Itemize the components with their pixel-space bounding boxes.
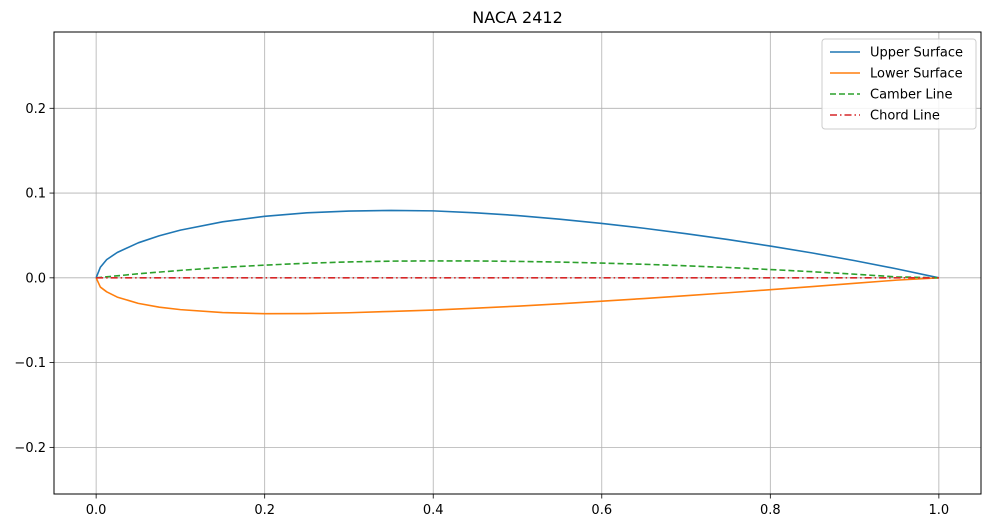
plot-frame	[53, 31, 982, 495]
y-tick-label: 0.0	[25, 271, 46, 286]
x-tick-label: 1.0	[929, 503, 950, 518]
x-axis: 0.0 0.2 0.4 0.6 0.8 1.0	[86, 494, 949, 518]
series-line-upper-surface	[95, 209, 940, 279]
x-tick-label: 0.4	[423, 503, 444, 518]
series-layer	[95, 209, 940, 315]
chart-title: NACA 2412	[472, 8, 563, 27]
y-tick-label: −0.2	[14, 441, 46, 456]
legend-entry: Camber Line	[870, 88, 953, 103]
x-tick-label: 0.2	[254, 503, 275, 518]
y-axis: −0.2 −0.1 0.0 0.1 0.2	[14, 102, 54, 456]
series-line-lower-surface	[95, 277, 939, 315]
legend-entry: Upper Surface	[870, 46, 963, 61]
legend-box	[821, 38, 977, 130]
legend: Upper Surface Lower Surface Camber Line Cho…	[821, 38, 977, 130]
legend-entry: Chord Line	[870, 109, 940, 124]
legend-entry: Lower Surface	[870, 67, 963, 82]
x-tick-label: 0.6	[591, 503, 612, 518]
x-tick-label: 0.8	[760, 503, 781, 518]
series-line-camber-line	[96, 260, 939, 279]
x-tick-label: 0.0	[86, 503, 107, 518]
y-tick-label: 0.2	[25, 102, 46, 117]
y-tick-label: 0.1	[25, 187, 46, 202]
y-tick-label: −0.1	[14, 356, 46, 371]
